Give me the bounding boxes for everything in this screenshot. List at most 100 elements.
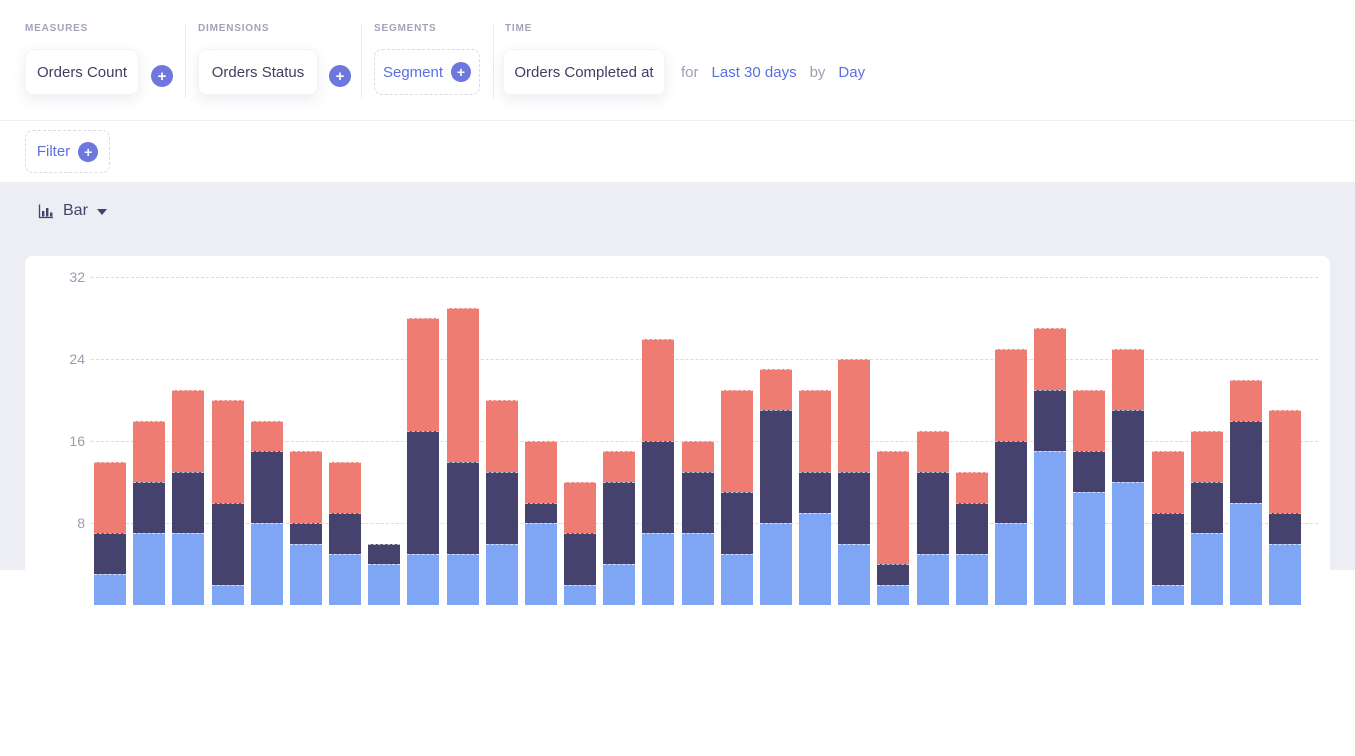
bar-segment-bottom-light-blue (877, 584, 910, 605)
bar-segment-bottom-light-blue (1151, 584, 1184, 605)
by-text: by (809, 63, 826, 81)
for-text: for (681, 63, 699, 81)
bar-segment-top-salmon (838, 359, 871, 472)
bar-segment-bottom-light-blue (994, 523, 1027, 605)
segments-section-label: SEGMENTS (374, 23, 437, 34)
bar-segment-bottom-light-blue (564, 584, 597, 605)
bar-segment-bottom-light-blue (446, 553, 479, 605)
chevron-down-icon (96, 209, 107, 215)
bar-segment-middle-dark-navy (1269, 512, 1302, 544)
bar-segment-middle-dark-navy (838, 471, 871, 544)
bar-segment-top-salmon (446, 307, 479, 462)
bar-segment-bottom-light-blue (250, 523, 283, 605)
bar-segment-middle-dark-navy (916, 471, 949, 554)
bar-segment-middle-dark-navy (524, 502, 557, 523)
bar-segment-bottom-light-blue (1112, 482, 1145, 605)
y-axis-tick-label: 24 (69, 351, 85, 367)
bar-segment-top-salmon (407, 318, 440, 431)
bar-segment-top-salmon (329, 461, 362, 513)
bar-segment-bottom-light-blue (759, 523, 792, 605)
measure-member-orders-count[interactable]: Orders Count (25, 49, 139, 95)
bar-segment-top-salmon (994, 348, 1027, 441)
bar-segment-middle-dark-navy (994, 441, 1027, 523)
time-dimension-orders-completed-at[interactable]: Orders Completed at (503, 49, 665, 95)
bar-segment-middle-dark-navy (407, 430, 440, 554)
bar-segment-bottom-light-blue (172, 533, 205, 605)
bar-segment-bottom-light-blue (94, 574, 126, 605)
bar-segment-top-salmon (1269, 410, 1302, 513)
bar-segment-middle-dark-navy (877, 564, 910, 585)
bar-segment-top-salmon (1190, 430, 1223, 482)
bar-segment-top-salmon (94, 461, 126, 534)
dimension-member-orders-status[interactable]: Orders Status (198, 49, 318, 95)
bar-segment-top-salmon (133, 420, 166, 482)
section-divider (361, 24, 362, 98)
bar-segment-bottom-light-blue (799, 512, 832, 605)
bar-segment-bottom-light-blue (1073, 492, 1106, 605)
bar-segment-bottom-light-blue (838, 543, 871, 605)
bar-segment-bottom-light-blue (524, 523, 557, 605)
bar-segment-bottom-light-blue (681, 533, 714, 605)
add-segment-label: Segment (382, 63, 444, 81)
section-divider (493, 24, 494, 98)
add-measure-button[interactable]: + (151, 65, 173, 87)
bar-segment-top-salmon (1112, 348, 1145, 411)
bar-segment-middle-dark-navy (368, 543, 401, 564)
plus-icon: + (157, 67, 167, 85)
bar-segment-middle-dark-navy (1190, 482, 1223, 534)
bar-segment-bottom-light-blue (955, 553, 988, 605)
add-filter-button[interactable]: Filter + (25, 130, 110, 173)
bar-segment-top-salmon (1229, 379, 1262, 421)
bar-segment-middle-dark-navy (564, 533, 597, 585)
plus-icon: + (78, 141, 99, 162)
bar-segment-middle-dark-navy (1073, 451, 1106, 493)
time-settings: for Last 30 days by Day (681, 49, 865, 95)
bar-segment-bottom-light-blue (1269, 543, 1302, 605)
chart-plot: 8 16 24 32 (25, 256, 1330, 756)
date-range-link[interactable]: Last 30 days (711, 63, 797, 81)
bar-segment-middle-dark-navy (485, 471, 518, 544)
plus-icon: + (335, 67, 345, 85)
bar-segment-top-salmon (289, 451, 322, 523)
toolbar-divider (0, 120, 1355, 121)
bar-segment-middle-dark-navy (642, 441, 675, 534)
bar-segment-top-salmon (1073, 389, 1106, 452)
y-axis-tick-label: 16 (69, 433, 85, 449)
chart-region: Bar 8 16 24 32 (0, 182, 1355, 756)
time-section-label: TIME (505, 23, 533, 34)
bar-segment-bottom-light-blue (133, 533, 166, 605)
add-dimension-button[interactable]: + (329, 65, 351, 87)
bar-segment-middle-dark-navy (759, 410, 792, 523)
bar-segment-bottom-light-blue (368, 564, 401, 605)
y-axis-tick-label: 32 (69, 269, 85, 285)
bar-segment-middle-dark-navy (799, 471, 832, 513)
bar-segment-middle-dark-navy (250, 451, 283, 523)
add-segment-button[interactable]: Segment + (374, 49, 480, 95)
bar-segment-top-salmon (485, 400, 518, 472)
bar-segment-top-salmon (1151, 451, 1184, 513)
bar-segment-top-salmon (681, 441, 714, 472)
bar-segment-top-salmon (955, 471, 988, 503)
bar-segment-top-salmon (916, 430, 949, 472)
chart-type-selector[interactable]: Bar (38, 202, 107, 220)
section-divider (185, 24, 186, 98)
bar-segment-bottom-light-blue (1229, 502, 1262, 605)
chart-type-label: Bar (63, 202, 88, 219)
gridline (91, 359, 1318, 360)
bar-segment-top-salmon (603, 451, 636, 482)
bar-segment-top-salmon (172, 389, 205, 472)
bar-segment-bottom-light-blue (485, 543, 518, 605)
bar-segment-bottom-light-blue (211, 584, 244, 605)
bar-segment-top-salmon (524, 441, 557, 503)
bar-segment-top-salmon (642, 338, 675, 441)
bar-segment-bottom-light-blue (289, 543, 322, 605)
gridline (91, 277, 1318, 278)
bar-chart-icon (38, 204, 54, 219)
bar-segment-middle-dark-navy (1151, 512, 1184, 585)
plus-icon: + (451, 62, 472, 82)
chart-card: 8 16 24 32 (25, 256, 1330, 756)
bar-segment-top-salmon (799, 389, 832, 472)
bar-segment-middle-dark-navy (955, 502, 988, 554)
bar-segment-top-salmon (1034, 328, 1067, 390)
granularity-link[interactable]: Day (838, 63, 866, 81)
